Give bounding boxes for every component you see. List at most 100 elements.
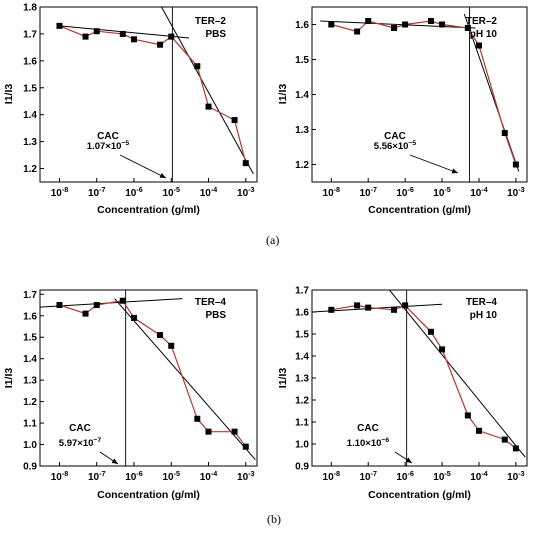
x-tick-label: 10-5: [162, 469, 180, 483]
fit-line: [160, 7, 254, 175]
data-point: [512, 445, 519, 452]
y-tick-label: 1.4: [23, 354, 37, 365]
y-tick-label: 1.6: [23, 311, 37, 322]
y-tick-label: 1.7: [295, 286, 309, 297]
data-point: [354, 302, 361, 309]
y-tick-label: 1.6: [23, 56, 37, 67]
x-tick-label: 10-4: [470, 185, 488, 199]
data-point: [131, 36, 138, 43]
y-tick-label: 1.8: [23, 3, 37, 14]
y-tick-label: 1.1: [295, 418, 309, 429]
plot-frame: [39, 289, 258, 467]
cac-value: 1.10×10−6: [347, 437, 390, 449]
cac-value: 1.07×10−5: [87, 140, 130, 152]
x-tick-label: 10-3: [237, 469, 255, 483]
data-line: [331, 20, 517, 165]
x-tick-label: 10-5: [162, 185, 180, 199]
cac-arrow-head: [405, 457, 412, 463]
cac-arrow: [409, 154, 459, 174]
data-point: [391, 306, 398, 313]
data-point: [231, 117, 238, 124]
x-tick-label: 10-5: [433, 185, 451, 199]
data-point: [328, 21, 335, 28]
data-point: [56, 302, 63, 309]
data-point: [439, 21, 446, 28]
y-tick-label: 1.7: [23, 29, 37, 40]
y-tick-label: 1.5: [295, 330, 309, 341]
cac-value: 5.97×10−7: [59, 437, 102, 449]
y-axis-label: I1/I3: [277, 84, 289, 105]
y-tick-label: 1.3: [23, 376, 37, 387]
data-point: [56, 22, 63, 29]
x-tick-label: 10-6: [396, 185, 414, 199]
y-tick-label: 1.4: [295, 90, 309, 101]
y-tick-label: 1.0: [295, 440, 309, 451]
panel-tag-b: (b): [267, 512, 281, 526]
y-tick-label: 1.1: [23, 419, 37, 430]
data-point: [475, 42, 482, 49]
data-point: [168, 33, 175, 40]
x-tick-label: 10-6: [125, 185, 143, 199]
data-point: [501, 436, 508, 443]
data-point: [131, 314, 138, 321]
data-point: [475, 427, 482, 434]
y-tick-label: 1.0: [23, 440, 37, 451]
x-tick-label: 10-8: [323, 185, 341, 199]
cac-arrow: [119, 154, 167, 179]
x-tick-label: 10-3: [237, 185, 255, 199]
data-point: [365, 304, 372, 311]
y-axis-label: I1/I3: [3, 84, 15, 105]
condition-label: PBS: [205, 310, 226, 321]
data-point: [194, 415, 201, 422]
data-point: [464, 412, 471, 419]
y-axis-label: I1/I3: [277, 368, 289, 389]
y-tick-label: 0.9: [295, 462, 309, 473]
x-axis-label: Concentration (g/ml): [368, 489, 471, 501]
cac-label: CAC: [97, 131, 119, 142]
data-point: [439, 346, 446, 353]
data-point: [157, 41, 164, 48]
data-point: [119, 297, 126, 304]
y-tick-label: 1.5: [23, 333, 37, 344]
data-point: [365, 18, 372, 24]
data-point: [82, 33, 89, 40]
data-point: [205, 428, 212, 435]
plot-frame: [39, 6, 258, 183]
x-tick-label: 10-6: [396, 469, 414, 483]
x-tick-label: 10-7: [88, 469, 106, 483]
data-point: [501, 130, 508, 136]
y-tick-label: 1.2: [23, 164, 37, 175]
cac-label: CAC: [357, 423, 379, 434]
cac-value: 5.56×10−5: [374, 140, 417, 152]
cac-label: CAC: [69, 423, 91, 434]
x-axis-label: Concentration (g/ml): [97, 204, 200, 216]
y-tick-label: 1.2: [295, 396, 309, 407]
x-tick-label: 10-8: [51, 185, 69, 199]
chart-panel-4: 0.9 1.0 1.1 1.2 1.3 1.4 1.5 1.6 1.7 10-8 10-7 10-6 1…: [277, 286, 528, 501]
sample-label: TER–4: [195, 297, 227, 308]
data-point: [93, 302, 100, 309]
y-tick-label: 1.6: [295, 308, 309, 319]
x-tick-label: 10-8: [323, 469, 341, 483]
y-tick-label: 1.3: [295, 374, 309, 385]
y-tick-label: 1.2: [295, 160, 309, 171]
fit-line: [320, 20, 476, 29]
fit-line: [388, 290, 526, 458]
cac-arrow-head: [111, 458, 118, 464]
data-point: [391, 25, 398, 31]
sample-label: TER–4: [466, 297, 498, 308]
data-point: [205, 103, 212, 110]
y-tick-label: 0.9: [23, 462, 37, 473]
x-tick-label: 10-5: [433, 469, 451, 483]
x-axis-label: Concentration (g/ml): [368, 204, 471, 216]
data-point: [242, 443, 249, 450]
y-tick-label: 1.4: [23, 110, 37, 121]
y-tick-label: 1.5: [295, 55, 309, 66]
y-tick-label: 1.4: [295, 352, 309, 363]
y-tick-label: 1.7: [23, 290, 37, 301]
x-tick-label: 10-4: [200, 185, 218, 199]
condition-label: pH 10: [470, 29, 498, 40]
x-tick-label: 10-7: [88, 185, 106, 199]
y-tick-label: 1.5: [23, 83, 37, 94]
data-point: [82, 310, 89, 317]
